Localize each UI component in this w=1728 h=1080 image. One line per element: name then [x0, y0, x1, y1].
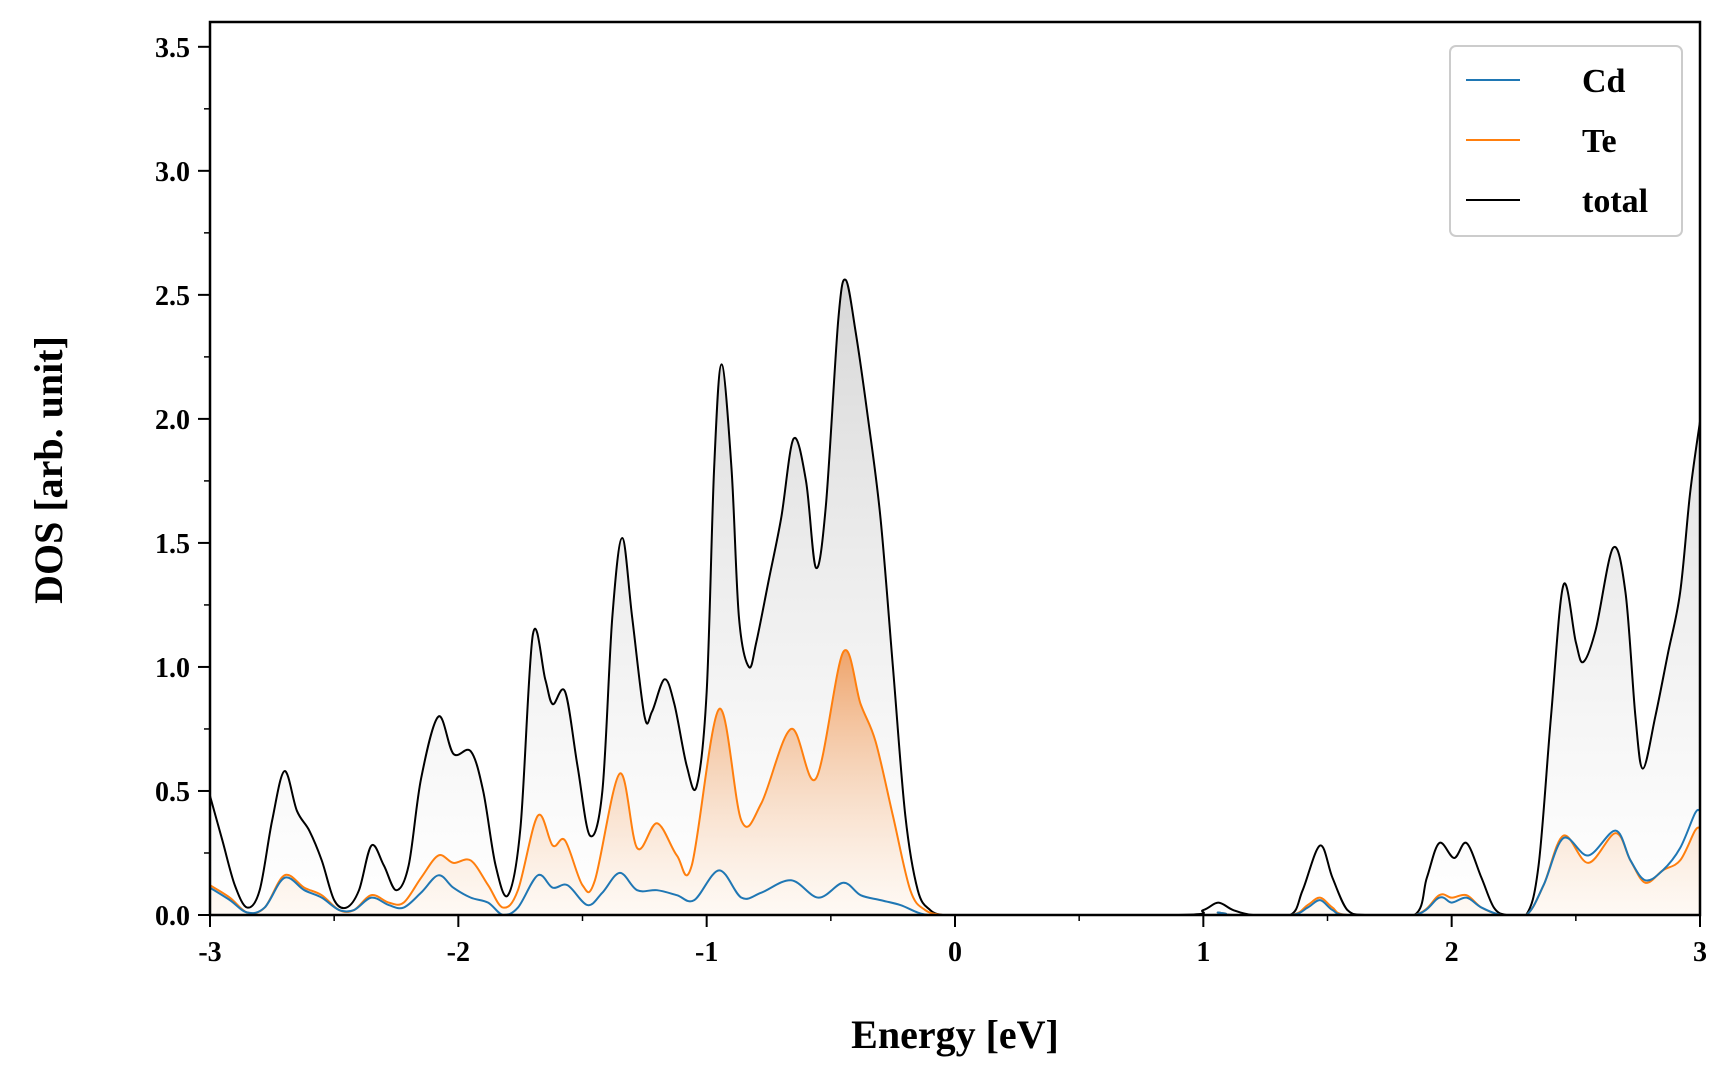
y-tick-label: 2.0 [155, 405, 190, 436]
y-axis-title: DOS [arb. unit] [26, 336, 71, 604]
series-fill-total [210, 279, 1700, 915]
y-tick-label: 0.5 [155, 777, 190, 808]
x-tick-label: -3 [198, 937, 221, 968]
y-tick-labels: 0.0 0.5 1.0 1.5 2.0 2.5 3.0 3.5 [155, 33, 190, 932]
legend-label-total: total [1582, 183, 1648, 220]
x-tick-label: -1 [695, 937, 718, 968]
y-tick-label: 3.0 [155, 157, 190, 188]
y-tick-label: 1.0 [155, 653, 190, 684]
y-tick-label: 1.5 [155, 529, 190, 560]
x-tick-label: 1 [1196, 937, 1210, 968]
x-tick-label: 0 [948, 937, 962, 968]
axis-ticks [198, 45, 1701, 927]
series-fill-te [210, 650, 1700, 915]
x-tick-label: -2 [447, 937, 470, 968]
series-fills [210, 279, 1700, 915]
legend: Cd Te total [1449, 45, 1683, 237]
x-tick-labels: -3 -2 -1 0 1 2 3 [198, 937, 1707, 968]
y-tick-label: 3.5 [155, 33, 190, 64]
x-axis-title: Energy [eV] [851, 1012, 1059, 1057]
legend-box [1449, 45, 1683, 237]
y-tick-label: 2.5 [155, 281, 190, 312]
y-tick-label: 0.0 [155, 901, 190, 932]
legend-label-te: Te [1582, 123, 1617, 160]
x-tick-label: 3 [1693, 937, 1707, 968]
legend-label-cd: Cd [1582, 63, 1626, 100]
x-tick-label: 2 [1445, 937, 1459, 968]
